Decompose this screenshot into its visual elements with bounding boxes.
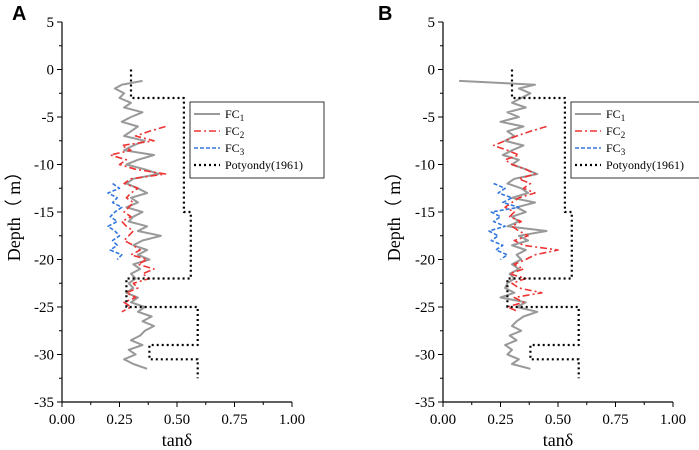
legend-label-subscript: 1 — [621, 113, 626, 123]
y-axis-title: Depth（ m） — [4, 163, 24, 262]
x-axis-title: tanδ — [162, 430, 192, 450]
x-tick-label: 1.00 — [279, 412, 305, 428]
legend-label: FC2 — [225, 124, 244, 140]
x-tick-label: 0.50 — [164, 412, 190, 428]
legend-label: FC3 — [225, 141, 245, 157]
y-tick-label: -15 — [34, 205, 54, 221]
x-tick-label: 0.50 — [545, 412, 571, 428]
legend-label: Potyondy(1961) — [225, 158, 303, 172]
y-tick-label: -10 — [34, 158, 54, 174]
x-tick-label: 0.00 — [49, 412, 75, 428]
legend-label-base: Potyondy(1961) — [225, 158, 303, 172]
legend-label: FC1 — [606, 107, 625, 123]
series-line-fc1 — [459, 79, 548, 370]
y-axis-title: Depth（ m） — [384, 163, 404, 262]
x-tick-label: 0.25 — [106, 412, 132, 428]
legend-label-subscript: 2 — [621, 130, 626, 140]
legend-label: Potyondy(1961) — [606, 158, 684, 172]
legend-label: FC3 — [606, 141, 626, 157]
y-tick-label: -5 — [423, 110, 436, 126]
legend-label: FC2 — [606, 124, 625, 140]
y-tick-label: 0 — [428, 63, 436, 79]
legend-label-base: FC — [225, 107, 240, 121]
y-tick-label: -25 — [34, 300, 54, 316]
legend-label-subscript: 3 — [240, 147, 245, 157]
y-tick-label: -30 — [415, 348, 435, 364]
y-tick-label: -35 — [415, 395, 435, 411]
x-tick-label: 0.00 — [430, 412, 456, 428]
chart-panel-a: A 5 0 -5 -10 -15 -20 -25 -30 -350.00 0.25 0.50 0.75 1… — [4, 3, 325, 450]
legend-label-base: FC — [606, 107, 621, 121]
legend-label-base: Potyondy(1961) — [606, 158, 684, 172]
panel-letter: A — [12, 3, 26, 25]
y-tick-label: -15 — [415, 205, 435, 221]
legend-label-base: FC — [606, 124, 621, 138]
legend-label-base: FC — [225, 141, 240, 155]
panel-letter: B — [378, 3, 392, 25]
series-line-potyondy-1961 — [506, 69, 580, 379]
chart-panel-b: B 5 0 -5 -10 -15 -20 -25 -30 -350.00 0.25 0.50 0.75 1… — [378, 3, 699, 450]
series-line-fc3 — [107, 182, 123, 261]
y-tick-label: -10 — [415, 158, 435, 174]
x-tick-label: 0.75 — [221, 412, 247, 428]
series-line-potyondy-1961 — [125, 69, 199, 379]
y-tick-label: 5 — [47, 15, 55, 31]
y-tick-label: -25 — [415, 300, 435, 316]
legend-label-subscript: 3 — [621, 147, 626, 157]
legend-label: FC1 — [225, 107, 244, 123]
y-tick-label: -20 — [34, 253, 54, 269]
y-tick-label: 5 — [428, 15, 436, 31]
y-tick-label: -30 — [34, 348, 54, 364]
legend-label-subscript: 2 — [240, 130, 245, 140]
x-tick-label: 0.25 — [487, 412, 513, 428]
y-tick-label: -20 — [415, 253, 435, 269]
y-tick-label: 0 — [47, 63, 55, 79]
y-tick-label: -35 — [34, 395, 54, 411]
x-tick-label: 0.75 — [602, 412, 628, 428]
x-axis-title: tanδ — [543, 430, 573, 450]
series-line-fc1 — [113, 79, 162, 370]
legend-label-base: FC — [606, 141, 621, 155]
series-line-fc3 — [488, 182, 520, 261]
series-line-fc2 — [492, 125, 559, 313]
legend-label-base: FC — [225, 124, 240, 138]
x-tick-label: 1.00 — [660, 412, 686, 428]
legend-label-subscript: 1 — [240, 113, 245, 123]
series-line-fc2 — [109, 125, 167, 313]
y-tick-label: -5 — [42, 110, 55, 126]
